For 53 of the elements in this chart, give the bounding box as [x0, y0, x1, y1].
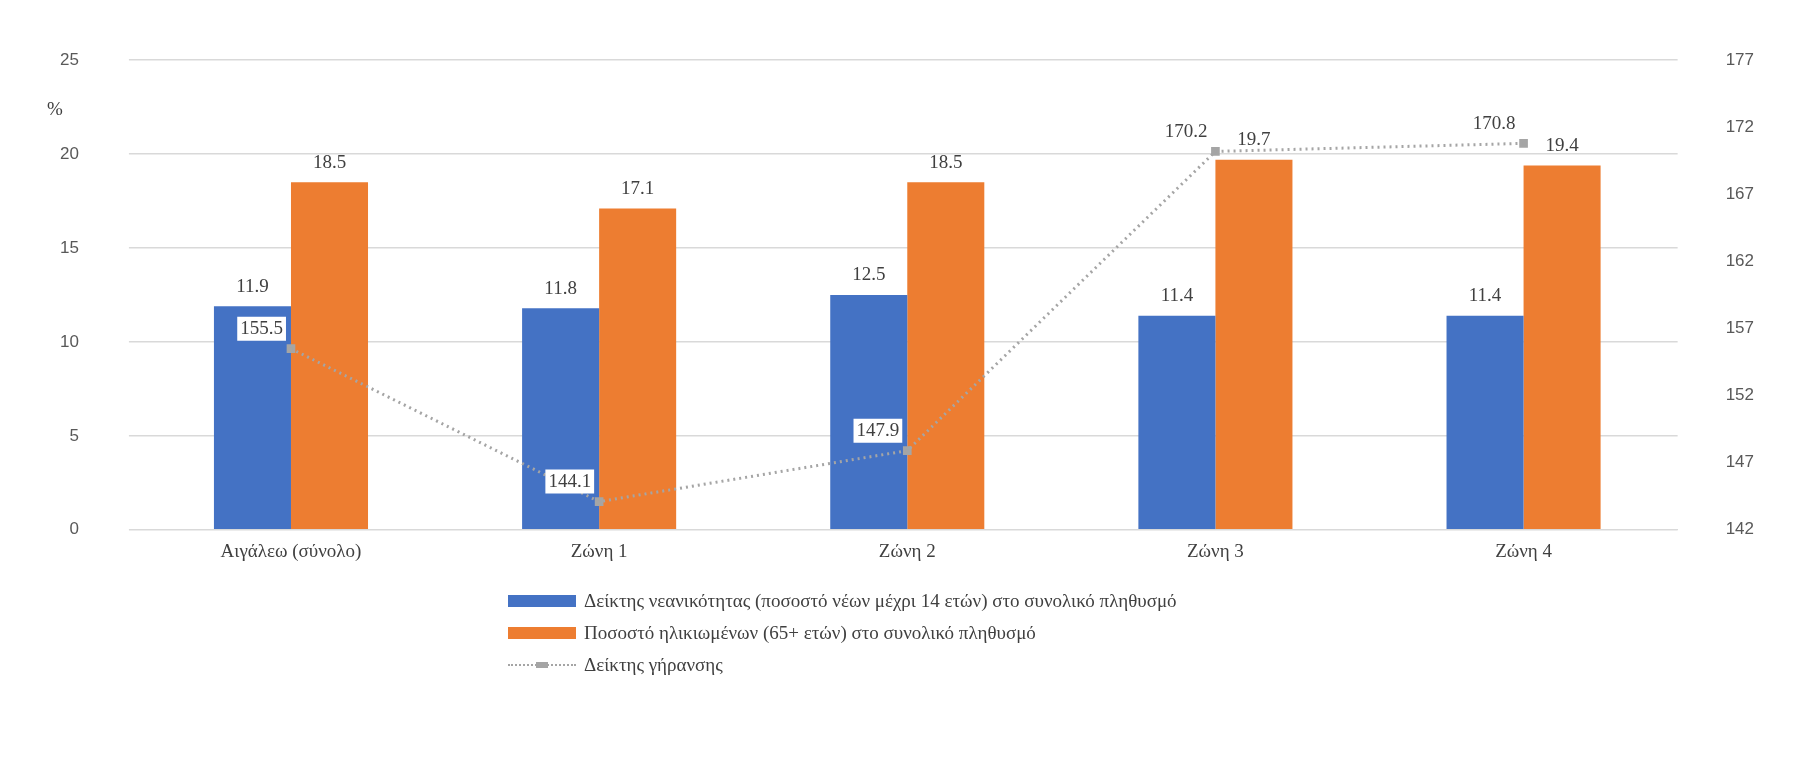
- data-label: 12.5: [852, 263, 886, 285]
- x-tick-label: Ζώνη 2: [878, 540, 936, 562]
- y2-tick-label: 157: [1725, 318, 1755, 338]
- y-tick-label: 0: [69, 519, 79, 539]
- bar: [907, 182, 985, 530]
- y2-tick-label: 142: [1725, 519, 1755, 539]
- legend-label: Δείκτης νεανικότητας (ποσοστό νέων μέχρι 14 ετών) στο συνολικό πληθυσμό: [584, 590, 1177, 612]
- point: [902, 446, 912, 455]
- point: [1519, 139, 1528, 148]
- data-label: 170.8: [1472, 111, 1516, 133]
- data-label: 18.5: [929, 150, 963, 172]
- y-tick-label: 20: [59, 143, 79, 163]
- x-tick-label: Ζώνη 4: [1495, 540, 1553, 562]
- data-label: 170.2: [1164, 119, 1208, 141]
- bar: [1215, 159, 1293, 530]
- y2-tick-label: 167: [1725, 184, 1755, 204]
- x-tick-label: Ζώνη 1: [570, 540, 628, 562]
- y2-tick-label: 147: [1725, 452, 1755, 472]
- bar: [1523, 165, 1601, 530]
- bar: [522, 308, 600, 530]
- point: [594, 497, 604, 506]
- bar: [599, 208, 677, 530]
- data-label: 147.9: [856, 419, 900, 441]
- data-label: 144.1: [548, 470, 592, 492]
- x-tick-label: Αιγάλεω (σύνολο): [220, 540, 362, 563]
- bar: [830, 295, 908, 530]
- x-tick-label: Ζώνη 3: [1186, 540, 1244, 562]
- data-label: 17.1: [621, 177, 655, 199]
- y-axis-title: %: [47, 98, 64, 120]
- data-label: 11.8: [544, 276, 577, 298]
- legend-label: Δείκτης γήρανσης: [584, 654, 723, 676]
- legend-label: Ποσοστό ηλικιωμένων (65+ ετών) στο συνολικό πληθυσμό: [584, 622, 1036, 644]
- data-label: 18.5: [312, 150, 347, 172]
- point: [286, 344, 296, 353]
- data-label: 19.7: [1237, 128, 1271, 150]
- y-tick-label: 10: [59, 331, 79, 351]
- bar: [1138, 315, 1216, 530]
- data-label: 11.4: [1160, 284, 1194, 306]
- data-label: 19.4: [1545, 133, 1580, 155]
- bar: [1446, 315, 1524, 530]
- y-tick-label: 15: [59, 237, 79, 257]
- data-label: 11.9: [236, 274, 269, 296]
- bar: [213, 306, 291, 530]
- y2-tick-label: 152: [1725, 385, 1755, 405]
- y2-tick-label: 162: [1725, 251, 1755, 271]
- data-label: 155.5: [240, 317, 283, 339]
- bar: [290, 182, 369, 530]
- y-tick-label: 25: [59, 49, 79, 69]
- y2-tick-label: 172: [1725, 116, 1755, 136]
- point: [1211, 147, 1220, 156]
- y-tick-label: 5: [69, 425, 79, 445]
- data-label: 11.4: [1468, 284, 1502, 306]
- y2-tick-label: 177: [1725, 49, 1755, 69]
